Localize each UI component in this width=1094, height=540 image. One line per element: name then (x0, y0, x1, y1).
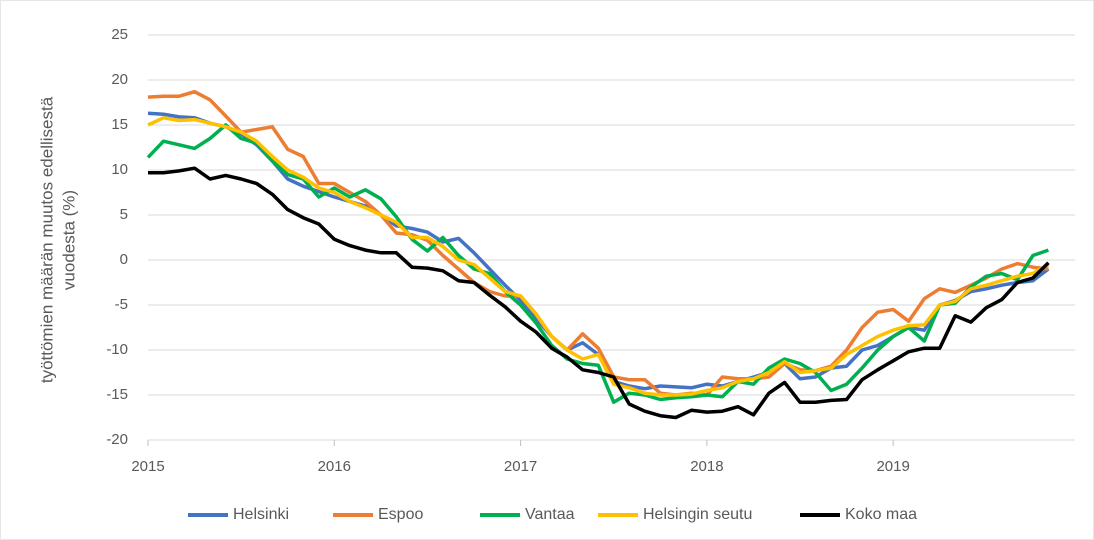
x-tick-label: 2017 (504, 458, 537, 475)
x-tick-label: 2019 (876, 458, 909, 475)
y-tick-label: -20 (106, 431, 128, 448)
y-tick-label: 0 (120, 251, 128, 268)
y-tick-label: 15 (111, 116, 128, 133)
y-tick-label: -10 (106, 341, 128, 358)
legend-label: Vantaa (525, 506, 575, 523)
y-tick-label: 20 (111, 71, 128, 88)
legend-label: Helsingin seutu (643, 506, 752, 523)
y-tick-label: -5 (115, 296, 128, 313)
x-tick-label: 2018 (690, 458, 723, 475)
y-tick-label: 10 (111, 161, 128, 178)
y-tick-label: 25 (111, 26, 128, 43)
y-tick-label: -15 (106, 386, 128, 403)
series-line (147, 89, 1049, 397)
y-tick-label: 5 (120, 206, 128, 223)
legend-label: Helsinki (233, 506, 289, 523)
legend-label: Koko maa (845, 506, 917, 523)
series-line (147, 116, 1050, 397)
legend-label: Espoo (378, 506, 423, 523)
y-axis-label: työttömien määrän muutos edellisestä (37, 96, 56, 383)
series-line (148, 166, 1050, 420)
x-tick-label: 2016 (318, 458, 351, 475)
y-axis-label: vuodesta (%) (59, 190, 78, 290)
series-line (146, 123, 1049, 404)
x-tick-label: 2015 (131, 458, 164, 475)
